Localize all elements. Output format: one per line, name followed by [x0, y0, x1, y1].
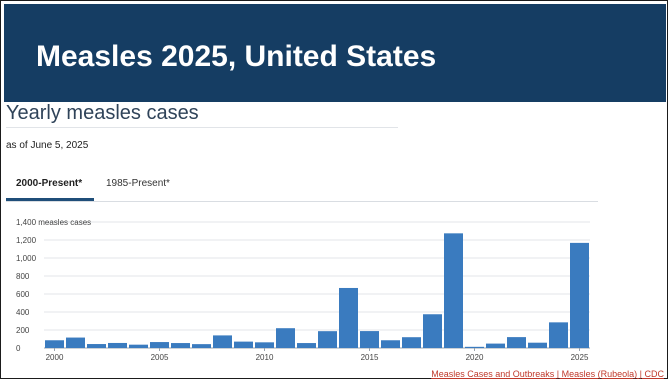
bar-2022 [507, 337, 526, 348]
slide-header [4, 4, 666, 102]
bar-2015 [360, 331, 379, 348]
slide-title: Measles 2025, United States [36, 40, 437, 73]
tab-2000-present[interactable]: 2000-Present* [16, 178, 83, 189]
bar-2009 [234, 341, 253, 348]
x-tick-label: 2020 [466, 353, 484, 362]
bar-2008 [213, 335, 232, 348]
as-of-date: as of June 5, 2025 [6, 140, 89, 151]
active-tab-indicator [6, 198, 94, 201]
x-tick-label: 2010 [256, 353, 274, 362]
title-divider [6, 127, 398, 128]
bar-2023 [528, 342, 547, 348]
y-tick-label: 1,400 measles cases [16, 218, 91, 227]
bar-2019 [444, 233, 463, 348]
bar-chart: 0 200 400 600 800 1,000 1,200 1,400 measles cas… [16, 218, 590, 362]
section-title: Yearly measles cases [6, 102, 199, 124]
x-tick-label: 2000 [46, 353, 64, 362]
x-tick-label: 2015 [361, 353, 379, 362]
bar-2020 [465, 346, 484, 348]
bar-2024 [549, 322, 568, 348]
y-tick-label: 1,200 [16, 236, 37, 245]
y-tick-label: 800 [16, 272, 30, 281]
bar-2010 [255, 342, 274, 348]
bar-2003 [108, 342, 127, 348]
source-link[interactable]: Measles Cases and Outbreaks | Measles (R… [431, 369, 664, 379]
bar-2021 [486, 343, 505, 348]
y-tick-label: 200 [16, 326, 30, 335]
bar-2012 [297, 343, 316, 348]
bar-2017 [402, 337, 421, 348]
y-tick-label: 600 [16, 290, 30, 299]
bar-2002 [87, 344, 106, 348]
bar-2016 [381, 340, 400, 348]
x-tick-label: 2025 [571, 353, 589, 362]
bar-2025 [570, 242, 589, 348]
bar-2007 [192, 344, 211, 348]
bar-2004 [129, 344, 148, 348]
bar-2018 [423, 314, 442, 348]
bar-2014 [339, 287, 358, 348]
bar-2005 [150, 342, 169, 348]
bar-2011 [276, 328, 295, 348]
bar-2000 [45, 340, 64, 348]
bar-2013 [318, 331, 337, 348]
y-tick-label: 1,000 [16, 254, 37, 263]
chart-panel: Yearly measles cases as of June 5, 2025 … [6, 102, 608, 369]
y-tick-label: 0 [16, 344, 21, 353]
bar-2001 [66, 337, 85, 348]
bar-2006 [171, 343, 190, 348]
x-tick-label: 2005 [151, 353, 169, 362]
tab-1985-present[interactable]: 1985-Present* [106, 178, 170, 189]
tab-bar: 2000-Present* 1985-Present* [6, 174, 598, 202]
y-tick-label: 400 [16, 308, 30, 317]
